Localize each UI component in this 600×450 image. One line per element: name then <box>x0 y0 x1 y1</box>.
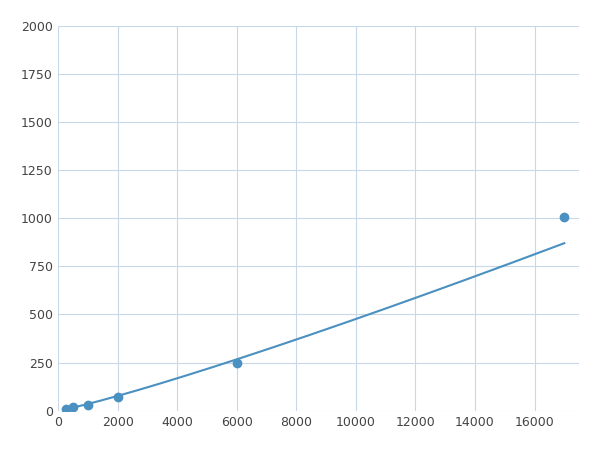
Point <box>83 401 93 409</box>
Point <box>559 214 569 221</box>
Point <box>61 405 71 413</box>
Point <box>113 394 122 401</box>
Point <box>68 404 78 411</box>
Point <box>232 359 242 366</box>
